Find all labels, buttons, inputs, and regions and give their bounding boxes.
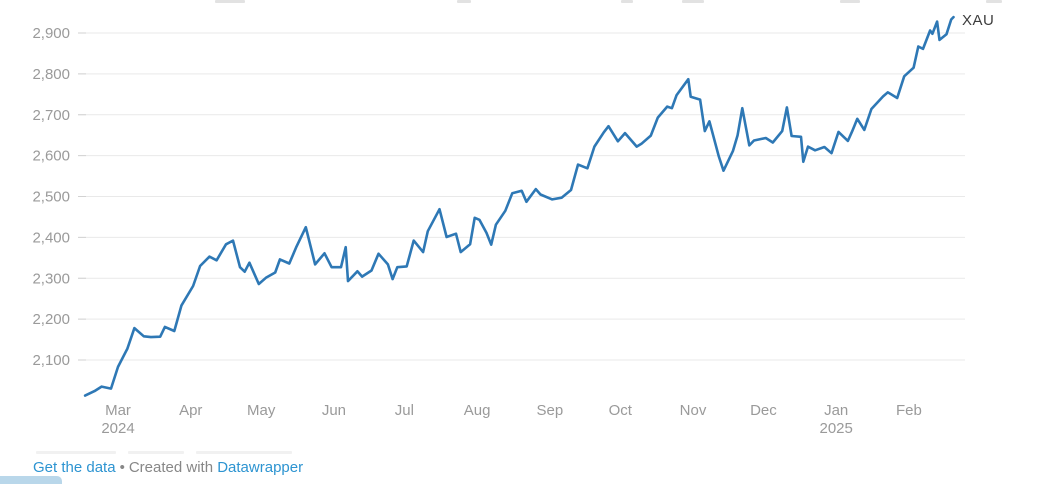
cropped-title-artifact: [840, 0, 860, 3]
x-axis-label: Jan: [824, 402, 848, 419]
y-axis-label: 2,200: [32, 311, 70, 328]
x-axis-label: Dec: [750, 402, 777, 419]
xau-price-line: [83, 15, 955, 397]
y-axis-label: 2,800: [32, 66, 70, 83]
cropped-button-artifact: [0, 476, 62, 484]
cropped-text-artifact: [128, 451, 184, 454]
x-axis-year-label: 2025: [819, 420, 852, 437]
get-the-data-link[interactable]: Get the data: [33, 459, 116, 476]
footer-credit-text: Created with: [128, 459, 214, 476]
cropped-text-artifact: [36, 451, 116, 454]
cropped-text-artifact: [196, 451, 292, 454]
y-axis-label: 2,600: [32, 148, 70, 165]
y-axis-label: 2,700: [32, 107, 70, 124]
y-axis-label: 2,400: [32, 229, 70, 246]
chart-footer: Get the data • Created with Datawrapper: [33, 459, 303, 476]
datawrapper-link[interactable]: Datawrapper: [217, 459, 304, 476]
cropped-title-artifact: [621, 0, 633, 3]
y-axis-label: 2,100: [32, 352, 70, 369]
x-axis-label: Sep: [536, 402, 563, 419]
x-axis-label: Apr: [179, 402, 202, 419]
x-axis-year-label: 2024: [101, 420, 134, 437]
y-axis-label: 2,500: [32, 189, 70, 206]
cropped-title-artifact: [682, 0, 704, 3]
x-axis-label: Jun: [322, 402, 346, 419]
x-axis-label: Nov: [680, 402, 707, 419]
x-axis-label: Jul: [395, 402, 414, 419]
y-axis-label: 2,900: [32, 25, 70, 42]
xau-line-chart: 2,100 2,200 2,300 2,400 2,500 2,600 2,700 2,800…: [32, 15, 965, 437]
x-axis-label: Feb: [896, 402, 922, 419]
x-axis-label: Aug: [464, 402, 491, 419]
footer-separator: •: [119, 459, 125, 476]
series-label-xau: XAU: [962, 12, 995, 29]
cropped-title-artifact: [986, 0, 1002, 3]
y-axis-label: 2,300: [32, 270, 70, 287]
x-axis-label: May: [247, 402, 276, 419]
cropped-title-artifact: [457, 0, 471, 3]
cropped-title-artifact: [215, 0, 245, 3]
x-axis-label: Oct: [609, 402, 633, 419]
x-axis-label: Mar: [105, 402, 131, 419]
